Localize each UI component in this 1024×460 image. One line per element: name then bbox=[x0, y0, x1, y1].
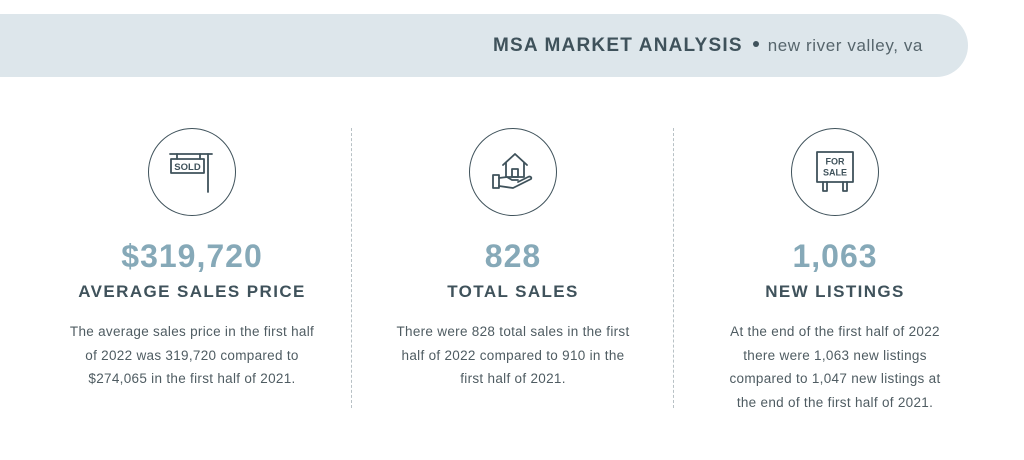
column-divider bbox=[673, 128, 674, 408]
svg-text:SALE: SALE bbox=[823, 168, 847, 178]
stat-new-listings: FOR SALE 1,063 NEW LISTINGS At the end o… bbox=[695, 128, 975, 414]
stat-value: 828 bbox=[484, 238, 542, 274]
header-banner: MSA MARKET ANALYSIS new river valley, va bbox=[0, 14, 968, 77]
house-in-hand-icon bbox=[492, 153, 533, 189]
column-divider bbox=[351, 128, 352, 408]
stat-average-sales-price: SOLD $319,720 AVERAGE SALES PRICE The av… bbox=[52, 128, 332, 391]
sold-sign-icon: SOLD bbox=[169, 153, 213, 193]
sold-sign-icon: SOLD bbox=[148, 128, 236, 216]
stat-label: NEW LISTINGS bbox=[765, 282, 905, 301]
header-subtitle: new river valley, va bbox=[767, 35, 923, 55]
bullet-dot-icon bbox=[752, 40, 759, 47]
stat-total-sales: 828 TOTAL SALES There were 828 total sal… bbox=[373, 128, 653, 391]
stat-description: The average sales price in the first hal… bbox=[69, 324, 315, 386]
svg-text:FOR: FOR bbox=[826, 157, 845, 167]
stat-value: $319,720 bbox=[121, 238, 263, 274]
stat-description: At the end of the first half of 2022 the… bbox=[729, 324, 941, 410]
for-sale-sign-icon: FOR SALE bbox=[816, 151, 854, 192]
for-sale-sign-icon: FOR SALE bbox=[791, 128, 879, 216]
house-in-hand-icon bbox=[469, 128, 557, 216]
stat-value: 1,063 bbox=[792, 238, 878, 274]
svg-text:SOLD: SOLD bbox=[174, 162, 201, 173]
stat-label: AVERAGE SALES PRICE bbox=[78, 282, 306, 301]
header-title: MSA MARKET ANALYSIS bbox=[492, 34, 743, 56]
stat-label: TOTAL SALES bbox=[447, 282, 579, 301]
stat-description: There were 828 total sales in the first … bbox=[396, 324, 630, 386]
